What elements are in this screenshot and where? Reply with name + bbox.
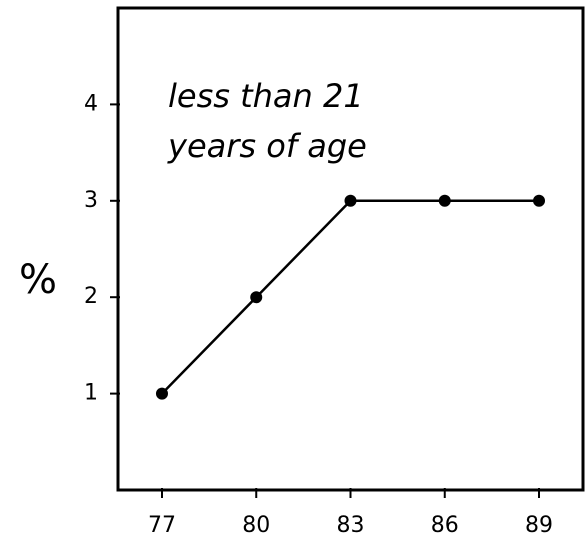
y-tick-label: 1 <box>84 381 98 406</box>
y-tick-label: 4 <box>84 91 98 116</box>
annotation: years of age <box>167 127 367 165</box>
annotation: less than 21 <box>168 77 364 115</box>
y-axis-label: % <box>19 257 57 303</box>
x-tick-label: 89 <box>525 513 553 538</box>
data-point <box>438 194 451 207</box>
data-point <box>155 387 168 400</box>
data-line <box>161 199 540 395</box>
y-tick-label: 3 <box>84 188 98 213</box>
data-point <box>250 291 263 304</box>
x-tick-label: 86 <box>431 513 459 538</box>
x-tick-label: 77 <box>148 513 176 538</box>
y-tick-label: 2 <box>84 284 98 309</box>
data-point <box>533 194 546 207</box>
data-point <box>344 194 357 207</box>
x-tick-label: 80 <box>242 513 270 538</box>
x-tick-label: 83 <box>337 513 365 538</box>
